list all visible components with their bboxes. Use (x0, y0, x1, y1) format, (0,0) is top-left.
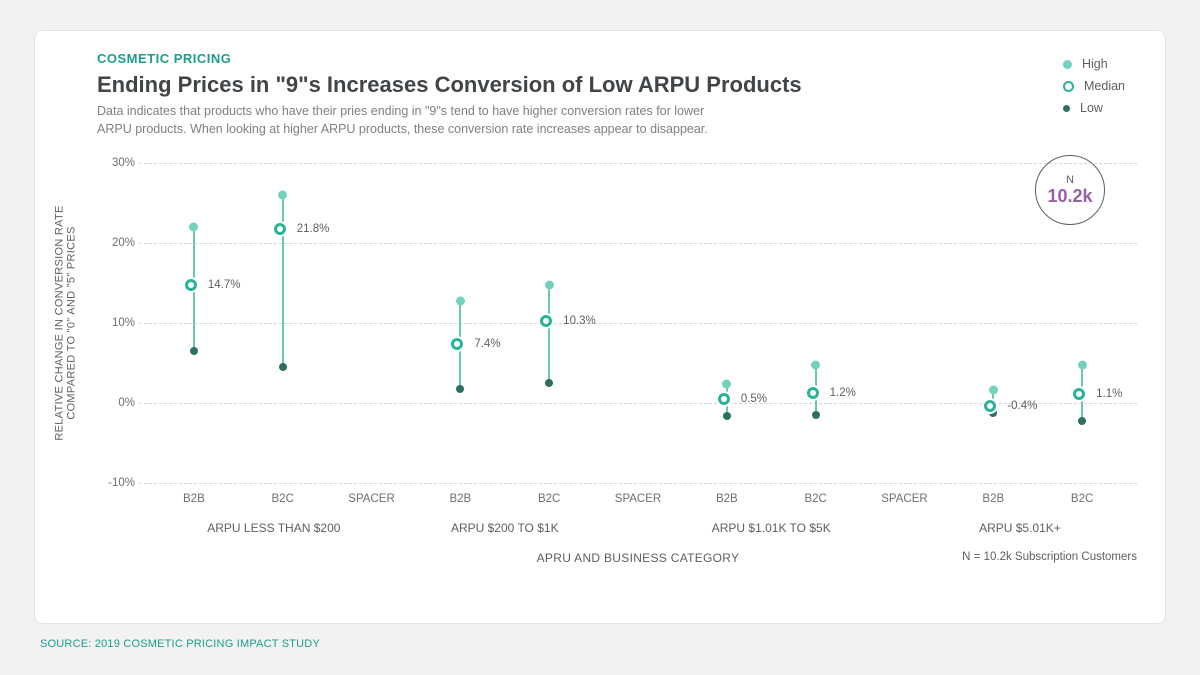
chart-card: COSMETIC PRICING Ending Prices in "9"s I… (34, 30, 1166, 624)
x-tick-label: SPACER (881, 493, 927, 505)
y-tick-label: 0% (95, 397, 135, 409)
point-label: 1.2% (830, 387, 856, 399)
chart-subtitle: Data indicates that products who have th… (97, 102, 717, 138)
legend-item: Median (1063, 75, 1125, 97)
point-low (1078, 417, 1086, 425)
legend-marker (1063, 81, 1074, 92)
legend-item: High (1063, 53, 1125, 75)
range-line (282, 195, 284, 367)
x-group-label: ARPU $5.01K+ (979, 521, 1061, 535)
legend-label: High (1082, 57, 1108, 71)
legend-marker (1063, 105, 1070, 112)
point-high (189, 223, 198, 232)
point-high (989, 386, 998, 395)
point-median (540, 315, 552, 327)
point-high (456, 296, 465, 305)
y-axis-title: RELATIVE CHANGE IN CONVERSION RATECOMPAR… (51, 163, 81, 483)
point-low (456, 385, 464, 393)
point-label: 10.3% (563, 315, 596, 327)
x-tick-label: B2C (1071, 493, 1093, 505)
source-line: SOURCE: 2019 COSMETIC PRICING IMPACT STU… (40, 638, 1166, 650)
x-tick-label: B2C (538, 493, 560, 505)
point-high (722, 379, 731, 388)
point-low (812, 411, 820, 419)
point-median (274, 223, 286, 235)
x-tick-label: B2B (449, 493, 471, 505)
x-tick-label: SPACER (615, 493, 661, 505)
point-label: 0.5% (741, 393, 767, 405)
legend-label: Median (1084, 79, 1125, 93)
x-tick-label: B2C (804, 493, 826, 505)
grid-line (139, 323, 1137, 324)
x-group-label: ARPU $1.01K TO $5K (712, 521, 831, 535)
y-tick-label: 30% (95, 157, 135, 169)
grid-line (139, 243, 1137, 244)
y-tick-label: 10% (95, 317, 135, 329)
point-median (984, 400, 996, 412)
point-label: 7.4% (474, 338, 500, 350)
x-tick-label: B2C (272, 493, 294, 505)
grid-line (139, 483, 1137, 484)
chart-title: Ending Prices in "9"s Increases Conversi… (97, 72, 1137, 98)
point-high (811, 360, 820, 369)
x-group-label: ARPU $200 TO $1K (451, 521, 559, 535)
x-tick-label: B2B (982, 493, 1004, 505)
n-footer-note: N = 10.2k Subscription Customers (962, 551, 1137, 563)
point-median (1073, 388, 1085, 400)
plot-region: 14.7% 21.8% 7.4% 10.3% 0.5% 1.2% -0.4% 1.1% (139, 163, 1137, 483)
point-median (451, 338, 463, 350)
point-median (185, 279, 197, 291)
point-high (278, 191, 287, 200)
point-high (1078, 361, 1087, 370)
range-line (548, 285, 550, 383)
y-tick-label: -10% (95, 477, 135, 489)
point-low (723, 412, 731, 420)
point-low (279, 363, 287, 371)
point-label: 21.8% (297, 223, 330, 235)
chart-area: RELATIVE CHANGE IN CONVERSION RATECOMPAR… (55, 163, 1137, 607)
legend-item: Low (1063, 97, 1125, 119)
point-low (190, 347, 198, 355)
legend: High Median Low (1063, 53, 1125, 119)
point-label: 1.1% (1096, 388, 1122, 400)
y-tick-label: 20% (95, 237, 135, 249)
point-label: 14.7% (208, 279, 241, 291)
x-group-label: ARPU LESS THAN $200 (207, 521, 340, 535)
point-label: -0.4% (1007, 400, 1037, 412)
point-low (545, 379, 553, 387)
legend-marker (1063, 60, 1072, 69)
x-tick-label: B2B (183, 493, 205, 505)
point-median (718, 393, 730, 405)
x-tick-label: B2B (716, 493, 738, 505)
grid-line (139, 163, 1137, 164)
x-tick-label: SPACER (348, 493, 394, 505)
point-high (545, 281, 554, 290)
point-median (807, 387, 819, 399)
eyebrow: COSMETIC PRICING (97, 51, 1137, 66)
legend-label: Low (1080, 101, 1103, 115)
